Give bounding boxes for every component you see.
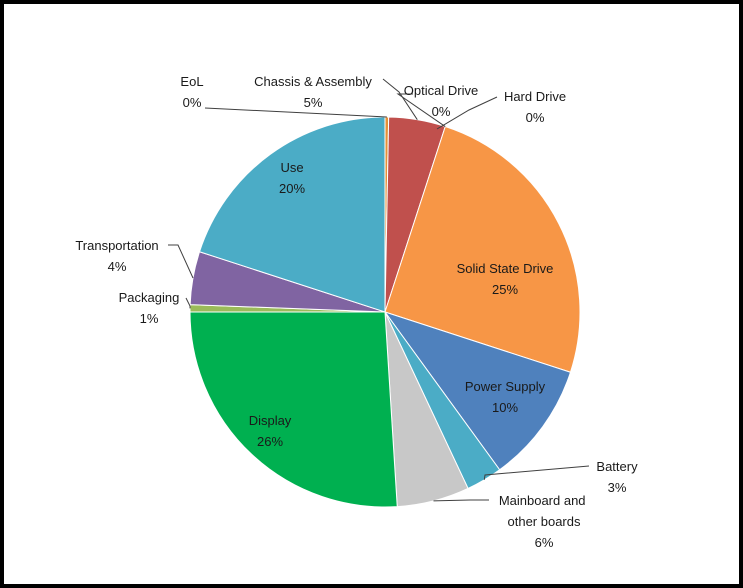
data-label-psu-value: 10%: [492, 400, 518, 415]
pie-slices: [189, 116, 581, 508]
data-label-ssd-value: 25%: [492, 282, 518, 297]
leader-line-packaging: [185, 297, 191, 309]
leader-line-transportation: [168, 244, 194, 279]
data-label-optical-value: 0%: [432, 104, 451, 119]
data-label-transportation-name: Transportation: [75, 238, 158, 253]
data-label-display-value: 26%: [257, 434, 283, 449]
leader-line-mainboard-and-other-boards: [433, 499, 489, 502]
data-label-psu-name: Power Supply: [465, 379, 546, 394]
data-label-battery-name: Battery: [596, 459, 638, 474]
leader-line-chassis-assembly: [382, 78, 418, 120]
data-label-chassis-value: 5%: [304, 95, 323, 110]
leader-line-battery: [483, 465, 590, 480]
pie-slice-solid-state-drive: [384, 125, 581, 373]
pie-slice-power-supply: [383, 311, 572, 471]
data-label-eol-value: 0%: [183, 95, 202, 110]
data-label-packaging-value: 1%: [140, 311, 159, 326]
leader-line-hard-drive: [436, 96, 498, 130]
data-label-optical-name: Optical Drive: [404, 83, 478, 98]
data-label-use-value: 20%: [279, 181, 305, 196]
leader-line-eol: [204, 107, 387, 118]
data-label-chassis-name: Chassis & Assembly: [254, 74, 372, 89]
data-label-harddrive-name: Hard Drive: [504, 89, 566, 104]
data-label-battery-value: 3%: [608, 480, 627, 495]
data-label-harddrive-value: 0%: [526, 110, 545, 125]
data-label-display-name: Display: [249, 413, 292, 428]
pie-slice-use: [198, 116, 386, 313]
leader-lines: [168, 78, 590, 502]
leader-line-optical-drive: [396, 93, 446, 127]
data-label-mainboard-value: 6%: [535, 535, 554, 550]
data-labels: EoL 0% Chassis & Assembly 5% Optical Dri…: [75, 74, 638, 550]
data-label-transportation-value: 4%: [108, 259, 127, 274]
data-label-ssd-name: Solid State Drive: [457, 261, 554, 276]
pie-slice-display: [189, 311, 398, 508]
data-label-packaging-name: Packaging: [119, 290, 180, 305]
data-label-mainboard-name: Mainboard and other boards: [499, 493, 589, 529]
data-label-use-name: Use: [280, 160, 303, 175]
data-label-eol-name: EoL: [180, 74, 203, 89]
